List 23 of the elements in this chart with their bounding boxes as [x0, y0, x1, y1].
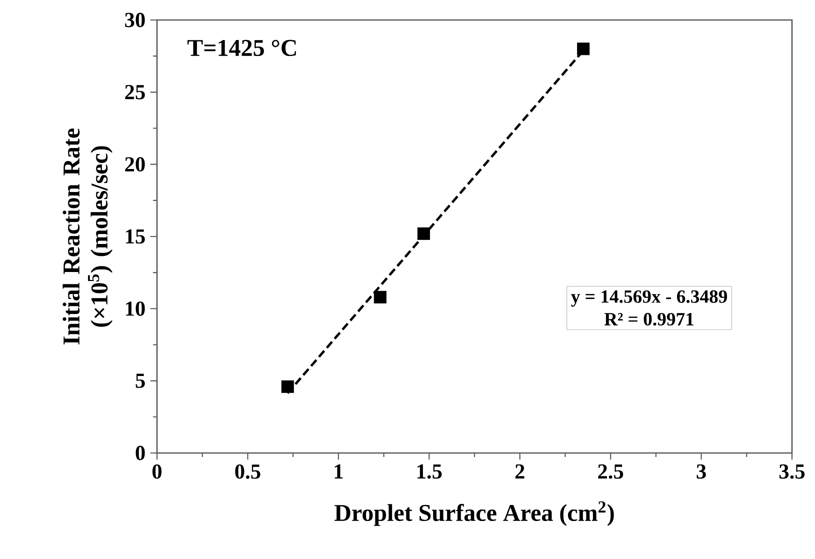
- point: [417, 227, 430, 240]
- y-tick-label: 25: [125, 85, 145, 100]
- point: [374, 290, 386, 304]
- x-axis-title: Droplet Surface Area (cm$^{2}$): [334, 501, 614, 526]
- x-tick-label: 1.5: [418, 464, 442, 479]
- y-tick-label: 15: [126, 229, 145, 244]
- point: [281, 380, 294, 393]
- x-tick-label: 1: [334, 464, 343, 478]
- y-tick-label: 0: [136, 446, 145, 460]
- y-tick-label: 5: [136, 374, 145, 388]
- annotation: R² = 0.9971: [604, 312, 694, 326]
- x-tick-label: 3: [696, 464, 706, 479]
- x-tick-label: 0.5: [235, 464, 260, 479]
- annotation: y = 14.569x - 6.3489: [571, 290, 728, 307]
- annotation: T=1425 °C: [187, 40, 296, 56]
- x-tick-label: 2: [515, 464, 524, 478]
- x-tick-label: 2.5: [598, 464, 624, 479]
- x-tick-label: 0: [152, 464, 162, 479]
- y-tick-label: 10: [126, 301, 145, 316]
- point: [577, 42, 590, 56]
- y-tick-label: 30: [125, 12, 145, 28]
- y-tick-label: 20: [125, 157, 145, 172]
- x-tick-label: 3.5: [779, 464, 805, 479]
